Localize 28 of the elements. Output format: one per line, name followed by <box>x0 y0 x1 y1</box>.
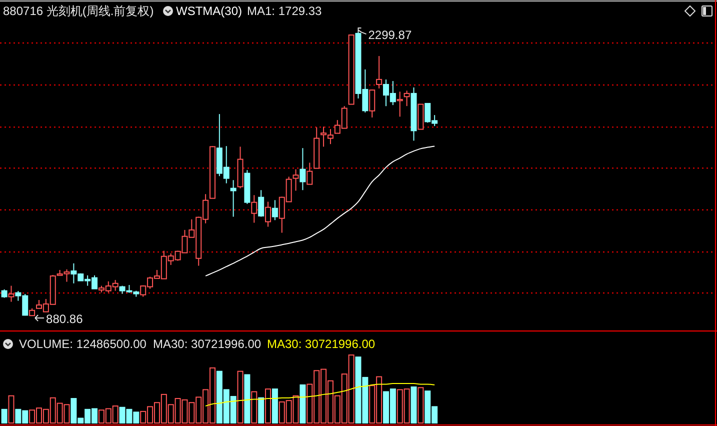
bar <box>1 408 8 424</box>
bar <box>244 374 250 424</box>
bar <box>300 384 306 424</box>
bar <box>8 395 14 424</box>
bar <box>258 397 264 424</box>
bar <box>410 386 417 424</box>
candlestick <box>410 86 417 142</box>
annotation: MA1: 1729.33 <box>247 4 322 18</box>
candlestick <box>300 148 306 191</box>
candlestick <box>8 285 14 302</box>
bar <box>251 391 258 424</box>
text: WSTMA(30) <box>176 4 242 18</box>
candlestick <box>396 91 403 118</box>
bar <box>272 388 278 424</box>
candlestick <box>230 180 236 218</box>
chart-title: VOLUME: 12486500.00 <box>19 337 147 351</box>
annotation: 880.86 <box>46 312 84 326</box>
candlestick <box>265 201 272 228</box>
text: MA30: 30721996.00 <box>267 337 376 351</box>
annotation: 2299.87 <box>368 28 412 42</box>
chart-title: 880716 光刻机(周线.前复权) <box>3 4 154 18</box>
candlestick <box>404 90 410 107</box>
chart-subtitle: MA30: 30721996.00 <box>153 337 262 351</box>
candlestick <box>237 146 244 189</box>
bar <box>418 387 424 424</box>
bar <box>237 370 244 424</box>
candlestick <box>251 194 258 224</box>
bar <box>265 388 272 424</box>
